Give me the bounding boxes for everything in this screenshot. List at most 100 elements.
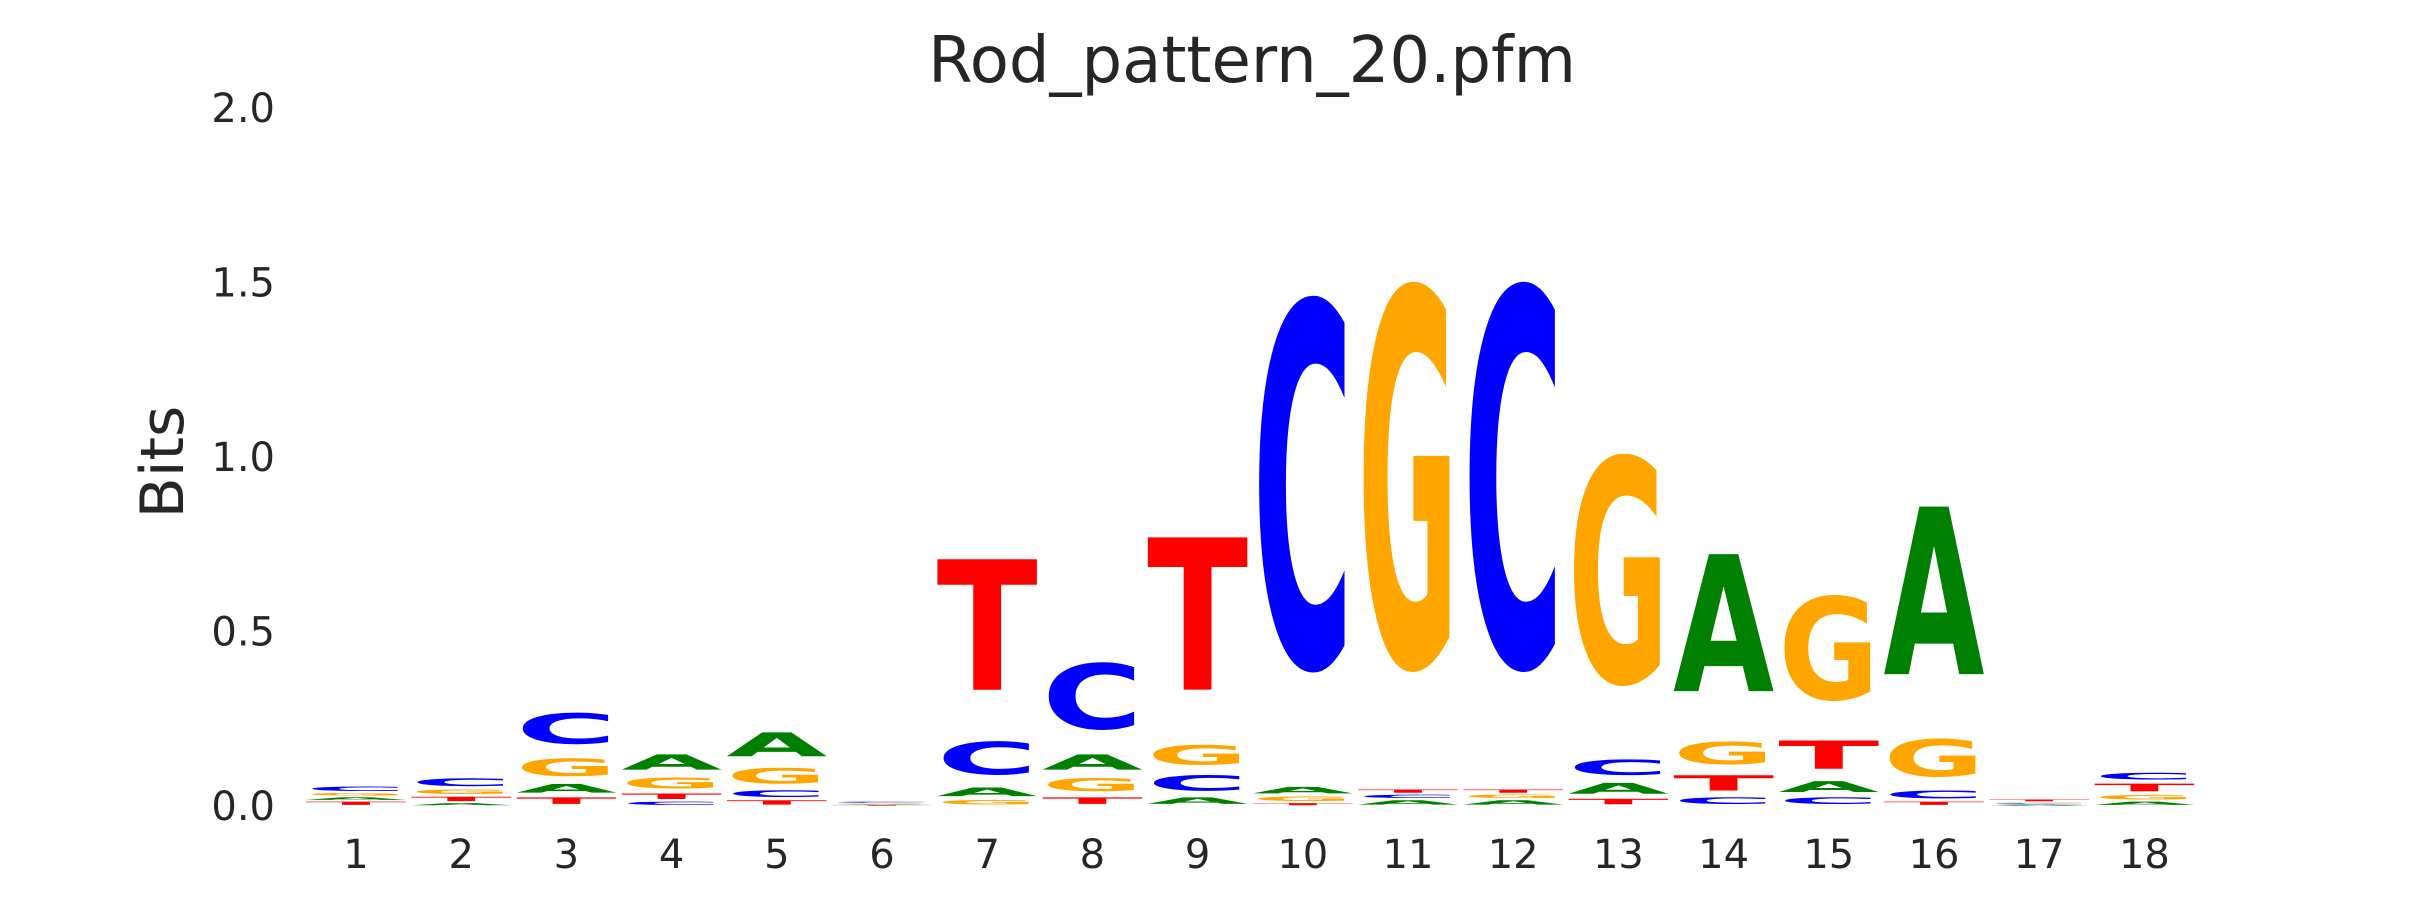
x-axis-ticks: 1 2 3 4 5 6 7 8 9 10 11 12 13 14 15 16 17 18 [343, 832, 2170, 878]
y-tick-label: 0.5 [211, 610, 275, 656]
x-tick-label: 7 [974, 832, 999, 878]
logo-letter-A: A [306, 797, 407, 801]
x-tick-label: 5 [764, 832, 789, 878]
x-tick-label: 1 [343, 832, 368, 878]
logo-letter-A: A [1989, 805, 2090, 806]
logo-letter-T: T [1989, 799, 2090, 802]
x-tick-label: 8 [1080, 832, 1105, 878]
logo-letter-A: A [937, 785, 1038, 799]
logo-letter-A: A [2094, 801, 2195, 806]
logo-letter-G: G [1358, 187, 1459, 787]
logo-letter-C: C [1884, 789, 1985, 801]
logo-letter-C: C [1989, 803, 2090, 804]
logo-letter-G: G [937, 799, 1038, 806]
x-tick-label: 11 [1383, 832, 1434, 878]
logo-letter-A: A [621, 750, 722, 774]
x-tick-label: 3 [554, 832, 579, 878]
x-tick-label: 15 [1803, 832, 1854, 878]
x-tick-label: 4 [659, 832, 684, 878]
logo-letter-T: T [516, 796, 617, 806]
logo-letter-G: G [411, 789, 512, 796]
logo-letter-C: C [306, 785, 407, 792]
logo-letter-T: T [411, 796, 512, 803]
logo-letter-G: G [516, 754, 617, 782]
x-tick-label: 2 [448, 832, 473, 878]
logo-letter-C: C [2094, 771, 2195, 781]
logo-letter-C: C [1042, 646, 1143, 750]
logo-letter-A: A [832, 804, 933, 805]
x-tick-label: 18 [2119, 832, 2170, 878]
logo-letter-C: C [411, 776, 512, 788]
y-tick-label: 2.0 [211, 86, 275, 132]
logo-letter-T: T [832, 805, 933, 806]
logo-letter-G: G [726, 764, 827, 788]
logo-letter-C: C [516, 705, 617, 753]
chart-title: Rod_pattern_20.pfm [928, 24, 1576, 98]
logo-letter-C: C [726, 789, 827, 799]
logo-letter-C: C [1147, 771, 1248, 795]
logo-letter-G: G [2094, 794, 2195, 801]
logo-letter-C: C [1778, 796, 1879, 806]
logo-letter-T: T [1568, 797, 1669, 806]
logo-letter-A: A [516, 782, 617, 796]
logo-letter-C: C [621, 801, 722, 806]
x-tick-label: 10 [1277, 832, 1328, 878]
y-axis-ticks: 0.0 0.5 1.0 1.5 2.0 [211, 86, 275, 830]
logo-letter-C: C [1358, 794, 1459, 799]
logo-letter-G: G [832, 803, 933, 804]
logo-letter-T: T [1042, 796, 1143, 806]
logo-letter-G: G [1463, 794, 1564, 799]
logo-letter-T: T [621, 792, 722, 801]
logo-letter-T: T [1147, 496, 1248, 739]
logo-letter-G: G [1252, 796, 1353, 803]
logo-letter-T: T [937, 524, 1038, 732]
logo-letter-A: A [1673, 518, 1774, 736]
logo-letter-A: A [1147, 796, 1249, 806]
logo-letter-A: A [1252, 785, 1354, 795]
y-axis-label: Bits [128, 406, 198, 519]
logo-letter-A: A [1778, 778, 1879, 795]
logo-letter-A: A [1884, 463, 1985, 730]
y-tick-label: 1.0 [211, 435, 275, 481]
logo-letter-T: T [1884, 801, 1985, 806]
x-tick-label: 14 [1698, 832, 1749, 878]
logo-letter-G: G [1042, 775, 1143, 796]
logo-letter-A: A [1358, 799, 1460, 806]
x-tick-label: 13 [1593, 832, 1644, 878]
logo-letter-T: T [1463, 789, 1564, 794]
logo-letter-T: T [306, 801, 407, 806]
logo-letter-C: C [1568, 756, 1669, 780]
logo-letter-G: G [1673, 737, 1774, 772]
x-tick-label: 9 [1185, 832, 1210, 878]
logo-letter-T: T [1778, 733, 1879, 778]
logo-letter-A: A [726, 726, 827, 764]
x-tick-label: 12 [1488, 832, 1539, 878]
logo-letter-C: C [832, 801, 933, 802]
logo-letter-T: T [1252, 803, 1353, 806]
x-tick-label: 6 [869, 832, 894, 878]
logo-letter-T: T [1358, 789, 1459, 794]
logo-letter-G: G [1147, 740, 1248, 771]
x-tick-label: 17 [2014, 832, 2065, 878]
x-tick-label: 16 [1909, 832, 1960, 878]
logo-letter-G: G [306, 792, 407, 796]
logo-letter-G: G [1568, 398, 1669, 755]
logo-letter-G: G [1989, 802, 2090, 803]
logo-letter-C: C [1463, 186, 1564, 787]
logo-letter-T: T [1673, 771, 1774, 795]
logo-letter-T: T [2094, 782, 2196, 794]
logo-letter-A: A [1568, 780, 1669, 797]
logo-letter-C: C [937, 733, 1038, 785]
logo-letter-T: T [726, 799, 827, 806]
logo-letter-A: A [1042, 750, 1143, 774]
y-tick-label: 0.0 [211, 784, 275, 830]
logo-letter-G: G [1884, 730, 1985, 789]
logo-letter-C: C [1252, 205, 1353, 784]
logo-letter-C: C [1673, 796, 1774, 806]
logo-letter-G: G [621, 775, 722, 792]
logo-letter-A: A [1463, 799, 1565, 806]
y-tick-label: 1.5 [211, 261, 275, 307]
logo-letter-A: A [411, 803, 512, 806]
